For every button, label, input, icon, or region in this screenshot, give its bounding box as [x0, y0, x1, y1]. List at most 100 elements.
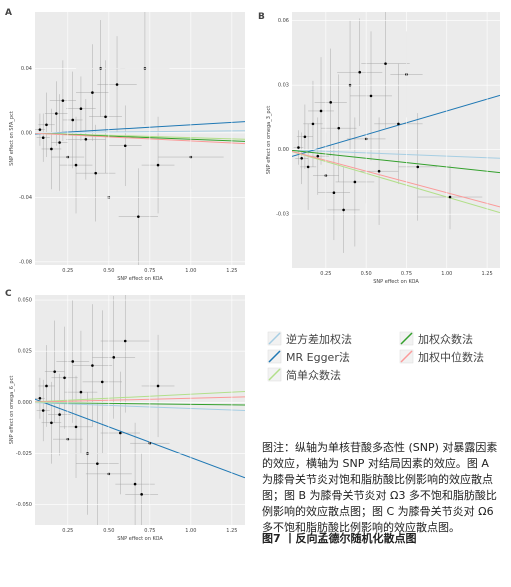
fit-line: [35, 401, 245, 406]
fit-line: [35, 121, 245, 135]
point: [71, 118, 75, 122]
x-tick-label: 1.25: [482, 271, 493, 277]
fit-line: [292, 150, 500, 208]
point: [358, 70, 362, 74]
y-tick-label: -0.03: [276, 212, 289, 218]
legend-label: 加权众数法: [418, 332, 473, 346]
x-tick-label: 0.75: [401, 271, 412, 277]
point: [41, 136, 45, 139]
y-tick-label: 0.04: [21, 66, 32, 72]
y-tick-label: 0.03: [278, 83, 289, 89]
fit-line: [292, 94, 500, 157]
point: [91, 91, 94, 94]
point: [53, 370, 56, 373]
fit-line: [292, 149, 500, 159]
plot-background: [292, 12, 500, 268]
point: [41, 409, 45, 412]
legend-label: 加权中位数法: [418, 350, 484, 364]
y-tick-label: 0.00: [21, 130, 32, 136]
point: [337, 126, 341, 130]
point: [137, 215, 140, 218]
point: [45, 384, 48, 388]
point: [384, 62, 387, 65]
x-tick-label: 0.25: [62, 528, 73, 534]
point: [71, 360, 75, 363]
x-tick-label: 1.00: [185, 268, 196, 274]
x-tick-label: 1.00: [185, 528, 196, 534]
point: [104, 115, 107, 119]
x-axis-label: SNP effect on KOA: [117, 536, 163, 542]
fit-line: [35, 398, 245, 479]
y-tick-label: 0.00: [278, 147, 289, 153]
x-tick-label: 1.00: [441, 271, 452, 277]
legend-swatch: [268, 332, 281, 345]
plot-background: [35, 295, 245, 525]
legend-swatch: [268, 350, 281, 363]
point: [140, 493, 143, 496]
legend-label: MR Egger法: [286, 350, 350, 364]
point: [63, 376, 66, 380]
point: [58, 413, 61, 416]
point: [79, 107, 83, 110]
point: [303, 135, 307, 139]
x-axis-label: SNP effect on KOA: [117, 276, 163, 282]
point: [329, 101, 332, 104]
point: [353, 180, 357, 184]
y-axis-label: SNP effect on omega_6_pct: [9, 376, 15, 445]
y-tick-label: 0.06: [278, 18, 289, 24]
fit-line: [292, 151, 500, 214]
x-tick-label: 0.25: [320, 271, 331, 277]
point: [297, 146, 300, 149]
caption: 图注：纵轴为单核苷酸多态性 (SNP) 对暴露因素的效应，横轴为 SNP 对结局…: [262, 441, 498, 534]
x-tick-label: 0.75: [144, 528, 155, 534]
point: [156, 163, 160, 167]
fit-line: [35, 402, 245, 411]
point: [369, 94, 373, 98]
point: [133, 482, 137, 486]
panel-label: A: [5, 8, 12, 18]
point: [79, 390, 83, 394]
y-axis-label: SNP effect on SFA_pct: [9, 111, 15, 166]
point: [416, 165, 420, 169]
panel-label: B: [258, 12, 265, 22]
point: [91, 364, 94, 367]
point: [306, 165, 310, 169]
plot-layer: [35, 295, 245, 525]
point: [448, 195, 452, 199]
x-axis-label: SNP effect on KOA: [373, 279, 419, 285]
point: [156, 384, 160, 388]
legend-swatch: [400, 332, 413, 345]
legend-swatch: [268, 368, 281, 381]
legend-swatch: [400, 350, 413, 363]
point: [96, 462, 99, 465]
point: [45, 123, 48, 127]
x-tick-label: 0.50: [103, 268, 114, 274]
y-tick-label: 0.050: [18, 298, 32, 304]
point: [377, 169, 381, 173]
x-tick-label: 0.75: [144, 268, 155, 274]
x-tick-label: 0.50: [103, 528, 114, 534]
point: [119, 431, 122, 435]
x-tick-label: 0.50: [361, 271, 372, 277]
point: [332, 191, 336, 195]
legend-label: 逆方差加权法: [286, 332, 352, 346]
point: [38, 128, 42, 131]
point: [319, 109, 323, 113]
y-tick-label: 0.025: [18, 349, 32, 355]
y-axis-label: SNP effect on omega_3_pct: [266, 106, 272, 175]
point: [123, 144, 127, 148]
panel-label: C: [5, 289, 12, 299]
figure-title: 图7 丨反向孟德尔随机化散点图: [262, 532, 417, 545]
point: [94, 171, 98, 175]
legend-label: 简单众数法: [286, 368, 341, 382]
fit-line: [35, 390, 245, 403]
point: [397, 122, 400, 126]
fit-line: [35, 130, 245, 134]
point: [316, 154, 320, 158]
x-tick-label: 1.25: [226, 268, 237, 274]
point: [311, 122, 315, 126]
point: [74, 425, 78, 429]
y-tick-label: -0.025: [16, 451, 32, 457]
point: [300, 156, 303, 160]
